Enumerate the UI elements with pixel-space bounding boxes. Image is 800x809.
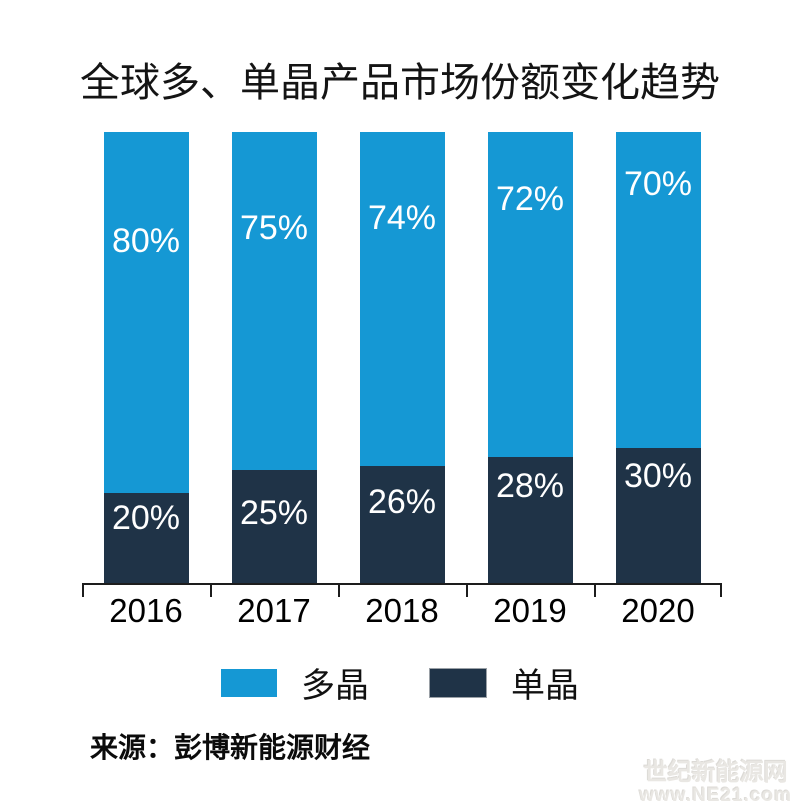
legend-item-multi: 多晶: [221, 658, 369, 707]
x-axis-tick: [466, 583, 468, 597]
data-label-mono-2018: 26%: [367, 482, 437, 521]
legend-swatch-mono: [429, 667, 487, 698]
x-tick-label-2019: 2019: [493, 592, 567, 629]
segment-mono-2020: 30%: [615, 447, 701, 583]
x-axis-tick: [720, 583, 722, 597]
segment-mono-2017: 25%: [231, 470, 317, 583]
x-axis-line: [82, 583, 722, 585]
segment-multi-2019: 72%: [487, 132, 573, 457]
x-tick-label-2020: 2020: [621, 592, 695, 629]
chart-title: 全球多、单晶产品市场份额变化趋势: [80, 61, 720, 105]
legend-label-multi: 多晶: [301, 667, 369, 705]
legend: 多晶 单晶: [0, 658, 800, 707]
bar-2017: 75% 25%: [210, 132, 338, 583]
data-label-mono-2020: 30%: [623, 456, 693, 495]
bar-2019: 72% 28%: [466, 132, 594, 583]
data-label-multi-2017: 75%: [239, 209, 309, 247]
bar-2018: 74% 26%: [338, 132, 466, 583]
segment-mono-2016: 20%: [103, 492, 189, 583]
x-tick-label-2016: 2016: [109, 592, 183, 629]
x-axis-tick: [338, 583, 340, 597]
data-label-mono-2017: 25%: [239, 494, 309, 533]
x-axis-tick: [210, 583, 212, 597]
data-label-multi-2016: 80%: [111, 222, 181, 261]
source-note: 来源：彭博新能源财经: [90, 732, 371, 763]
watermark-site-name: 世纪新能源网: [643, 758, 788, 786]
x-tick-label-2018: 2018: [365, 592, 439, 629]
x-axis-tick: [82, 583, 84, 597]
data-label-multi-2020: 70%: [623, 165, 693, 204]
data-label-multi-2018: 74%: [367, 199, 437, 238]
plot-area: 80% 20% 75% 25% 74% 26% 72% 28% 70% 30%: [82, 132, 722, 597]
segment-multi-2020: 70%: [615, 132, 701, 448]
legend-label-mono: 单晶: [511, 667, 579, 705]
bars-container: 80% 20% 75% 25% 74% 26% 72% 28% 70% 30%: [82, 132, 722, 583]
legend-item-mono: 单晶: [429, 658, 579, 707]
segment-mono-2019: 28%: [487, 456, 573, 583]
segment-multi-2017: 75%: [231, 132, 317, 471]
watermark-url: www.NE21.com: [639, 785, 792, 807]
segment-mono-2018: 26%: [359, 465, 445, 583]
bar-2016: 80% 20%: [82, 132, 210, 583]
watermark: 世纪新能源网 www.NE21.com: [639, 758, 792, 807]
segment-multi-2016: 80%: [103, 132, 189, 493]
bar-2020: 70% 30%: [594, 132, 722, 583]
x-tick-label-2017: 2017: [237, 592, 311, 629]
data-label-multi-2019: 72%: [495, 180, 565, 219]
x-axis-labels: 2016 2017 2018 2019 2020: [82, 592, 722, 630]
segment-multi-2018: 74%: [359, 132, 445, 466]
legend-swatch-multi: [221, 668, 277, 697]
data-label-mono-2016: 20%: [111, 498, 181, 537]
data-label-mono-2019: 28%: [495, 466, 565, 505]
x-axis-tick: [594, 583, 596, 597]
